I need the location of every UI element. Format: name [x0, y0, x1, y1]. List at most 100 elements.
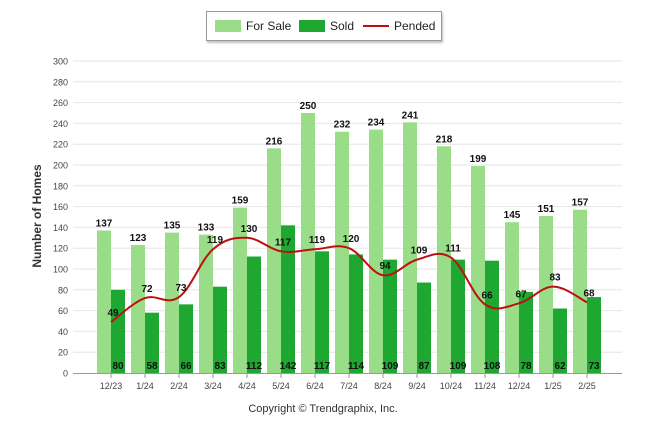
label-pended: 68: [583, 288, 595, 299]
bar-for-sale: [505, 222, 519, 373]
y-tick-label: 60: [58, 306, 68, 316]
label-pended: 109: [411, 246, 428, 257]
label-sold: 112: [246, 361, 263, 372]
bar-sold: [179, 304, 193, 373]
y-tick-label: 0: [63, 369, 68, 379]
copyright-text: Copyright © Trendgraphix, Inc.: [248, 403, 398, 415]
label-pended: 119: [207, 235, 224, 246]
label-pended: 73: [175, 283, 187, 294]
y-tick-label: 260: [53, 98, 68, 108]
bar-for-sale: [471, 166, 485, 373]
label-sold: 109: [450, 361, 467, 372]
label-sold: 62: [554, 361, 566, 372]
y-tick-label: 280: [53, 77, 68, 87]
label-sold: 78: [520, 361, 532, 372]
legend-item-for-sale[interactable]: For Sale: [215, 12, 291, 40]
bar-sold: [451, 259, 465, 373]
bar-sold: [519, 291, 533, 373]
legend-item-pended[interactable]: Pended: [363, 12, 435, 40]
bar-for-sale: [267, 148, 281, 373]
x-tick-label: 12/24: [508, 381, 531, 391]
label-pended: 130: [241, 224, 258, 235]
bar-sold: [587, 297, 601, 373]
label-sold: 80: [112, 361, 124, 372]
legend-swatch-sold: [299, 20, 325, 32]
label-pended: 72: [141, 284, 153, 295]
y-tick-label: 100: [53, 265, 68, 275]
label-pended: 120: [343, 234, 360, 245]
legend-label-for-sale: For Sale: [246, 19, 292, 33]
label-pended: 67: [515, 289, 527, 300]
x-tick-label: 1/24: [136, 381, 154, 391]
axes: [73, 373, 622, 378]
x-tick-labels: 12/23 1/24 2/24 3/24 4/24 5/24 6/24 7/24 8/24 9/2…: [100, 381, 596, 391]
legend-label-pended: Pended: [394, 19, 436, 33]
y-tick-labels: 0 20 40 60 80 100 120 140 160 180 200 220 240 260 280 3…: [53, 57, 68, 379]
label-for-sale: 234: [368, 118, 385, 129]
bar-sold: [247, 256, 261, 373]
bar-for-sale: [369, 129, 383, 373]
y-tick-label: 20: [58, 348, 68, 358]
bar-for-sale: [131, 245, 145, 373]
label-for-sale: 241: [402, 110, 419, 121]
y-tick-label: 300: [53, 57, 68, 67]
label-pended: 111: [445, 244, 461, 255]
label-for-sale: 137: [96, 219, 113, 230]
label-for-sale: 218: [436, 134, 453, 145]
bar-for-sale: [539, 215, 553, 373]
bar-sold: [281, 225, 295, 373]
bar-sold: [315, 251, 329, 373]
legend-swatch-for-sale: [215, 20, 241, 32]
label-sold: 58: [146, 361, 158, 372]
label-pended: 117: [275, 237, 292, 248]
label-for-sale: 133: [198, 223, 215, 234]
y-tick-label: 180: [53, 181, 68, 191]
y-tick-label: 200: [53, 161, 68, 171]
bar-for-sale: [573, 209, 587, 373]
x-tick-label: 10/24: [440, 381, 463, 391]
x-tick-label: 1/25: [544, 381, 562, 391]
label-for-sale: 232: [334, 120, 351, 131]
bar-for-sale: [233, 207, 247, 373]
label-sold: 114: [348, 361, 365, 372]
label-sold: 66: [180, 361, 192, 372]
label-for-sale: 151: [538, 204, 555, 215]
x-tick-label: 7/24: [340, 381, 358, 391]
label-sold: 117: [314, 361, 331, 372]
label-sold: 142: [280, 361, 297, 372]
x-tick-label: 3/24: [204, 381, 222, 391]
y-tick-label: 120: [53, 244, 68, 254]
label-sold: 109: [382, 361, 399, 372]
y-tick-label: 140: [53, 223, 68, 233]
bar-sold: [213, 286, 227, 373]
label-sold: 83: [214, 361, 226, 372]
bar-for-sale: [165, 232, 179, 373]
legend-label-sold: Sold: [330, 19, 355, 33]
bar-sold: [553, 308, 567, 373]
x-tick-label: 2/24: [170, 381, 188, 391]
y-tick-label: 80: [58, 285, 68, 295]
x-tick-label: 9/24: [408, 381, 426, 391]
bar-for-sale: [403, 122, 417, 373]
bar-for-sale: [199, 234, 213, 373]
bar-for-sale: [437, 146, 451, 373]
label-for-sale: 159: [232, 196, 249, 207]
label-sold: 73: [588, 361, 600, 372]
legend: For Sale Sold Pended: [206, 11, 442, 41]
label-sold: 87: [418, 361, 430, 372]
label-pended: 83: [549, 273, 561, 284]
y-tick-label: 160: [53, 202, 68, 212]
x-tick-label: 12/23: [100, 381, 123, 391]
y-tick-label: 40: [58, 327, 68, 337]
x-tick-label: 6/24: [306, 381, 324, 391]
legend-item-sold[interactable]: Sold: [299, 12, 354, 40]
bar-for-sale: [335, 131, 349, 373]
x-tick-label: 5/24: [272, 381, 290, 391]
y-tick-label: 240: [53, 119, 68, 129]
bar-sold: [145, 312, 159, 373]
bar-sold: [111, 289, 125, 373]
label-for-sale: 157: [572, 198, 589, 209]
legend-swatch-pended: [363, 25, 389, 27]
label-for-sale: 123: [130, 233, 147, 244]
